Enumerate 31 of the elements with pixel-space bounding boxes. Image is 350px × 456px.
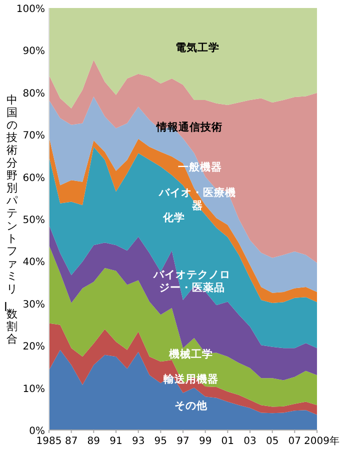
x-tick-label: 01 — [221, 436, 234, 447]
y-axis-title: 中国の技術分野別パテントファミリー数割合 — [0, 93, 18, 346]
x-tick-label: 07 — [288, 436, 302, 447]
x-tick-label: 05 — [266, 436, 279, 447]
y-tick-label: 60% — [22, 172, 45, 184]
y-tick-label: 90% — [22, 46, 45, 58]
x-tick-label: 2009年 — [304, 435, 340, 447]
series-label: 情報通信技術 — [156, 120, 223, 134]
x-tick-label: 99 — [198, 436, 212, 447]
x-tick-label: 89 — [87, 436, 100, 447]
series-label: 化学 — [162, 211, 186, 224]
y-tick-label: 10% — [22, 384, 45, 395]
y-tick-label: 40% — [22, 257, 45, 268]
series-label: その他 — [174, 398, 208, 412]
y-tick-label: 0% — [29, 426, 45, 437]
series-label: 電気工学 — [176, 41, 220, 54]
x-tick-label: 03 — [244, 436, 256, 447]
y-tick-label: 100% — [16, 4, 45, 15]
y-tick-label: 30% — [22, 299, 45, 310]
x-tick-label: 87 — [64, 436, 78, 447]
x-tick-label: 95 — [154, 436, 168, 447]
y-tick-label: 70% — [22, 130, 45, 142]
x-tick-label: 97 — [176, 436, 190, 447]
x-tick-label: 91 — [110, 436, 122, 447]
y-tick-label: 80% — [22, 88, 45, 100]
series-label: 機械工学 — [168, 347, 213, 360]
y-tick-label: 20% — [22, 342, 45, 353]
series-label: バイオテクノロジー・医薬品 — [152, 269, 230, 294]
x-tick-label: 93 — [132, 436, 145, 447]
y-tick-label: 50% — [22, 215, 45, 226]
x-tick-label: 1985 — [36, 436, 62, 447]
